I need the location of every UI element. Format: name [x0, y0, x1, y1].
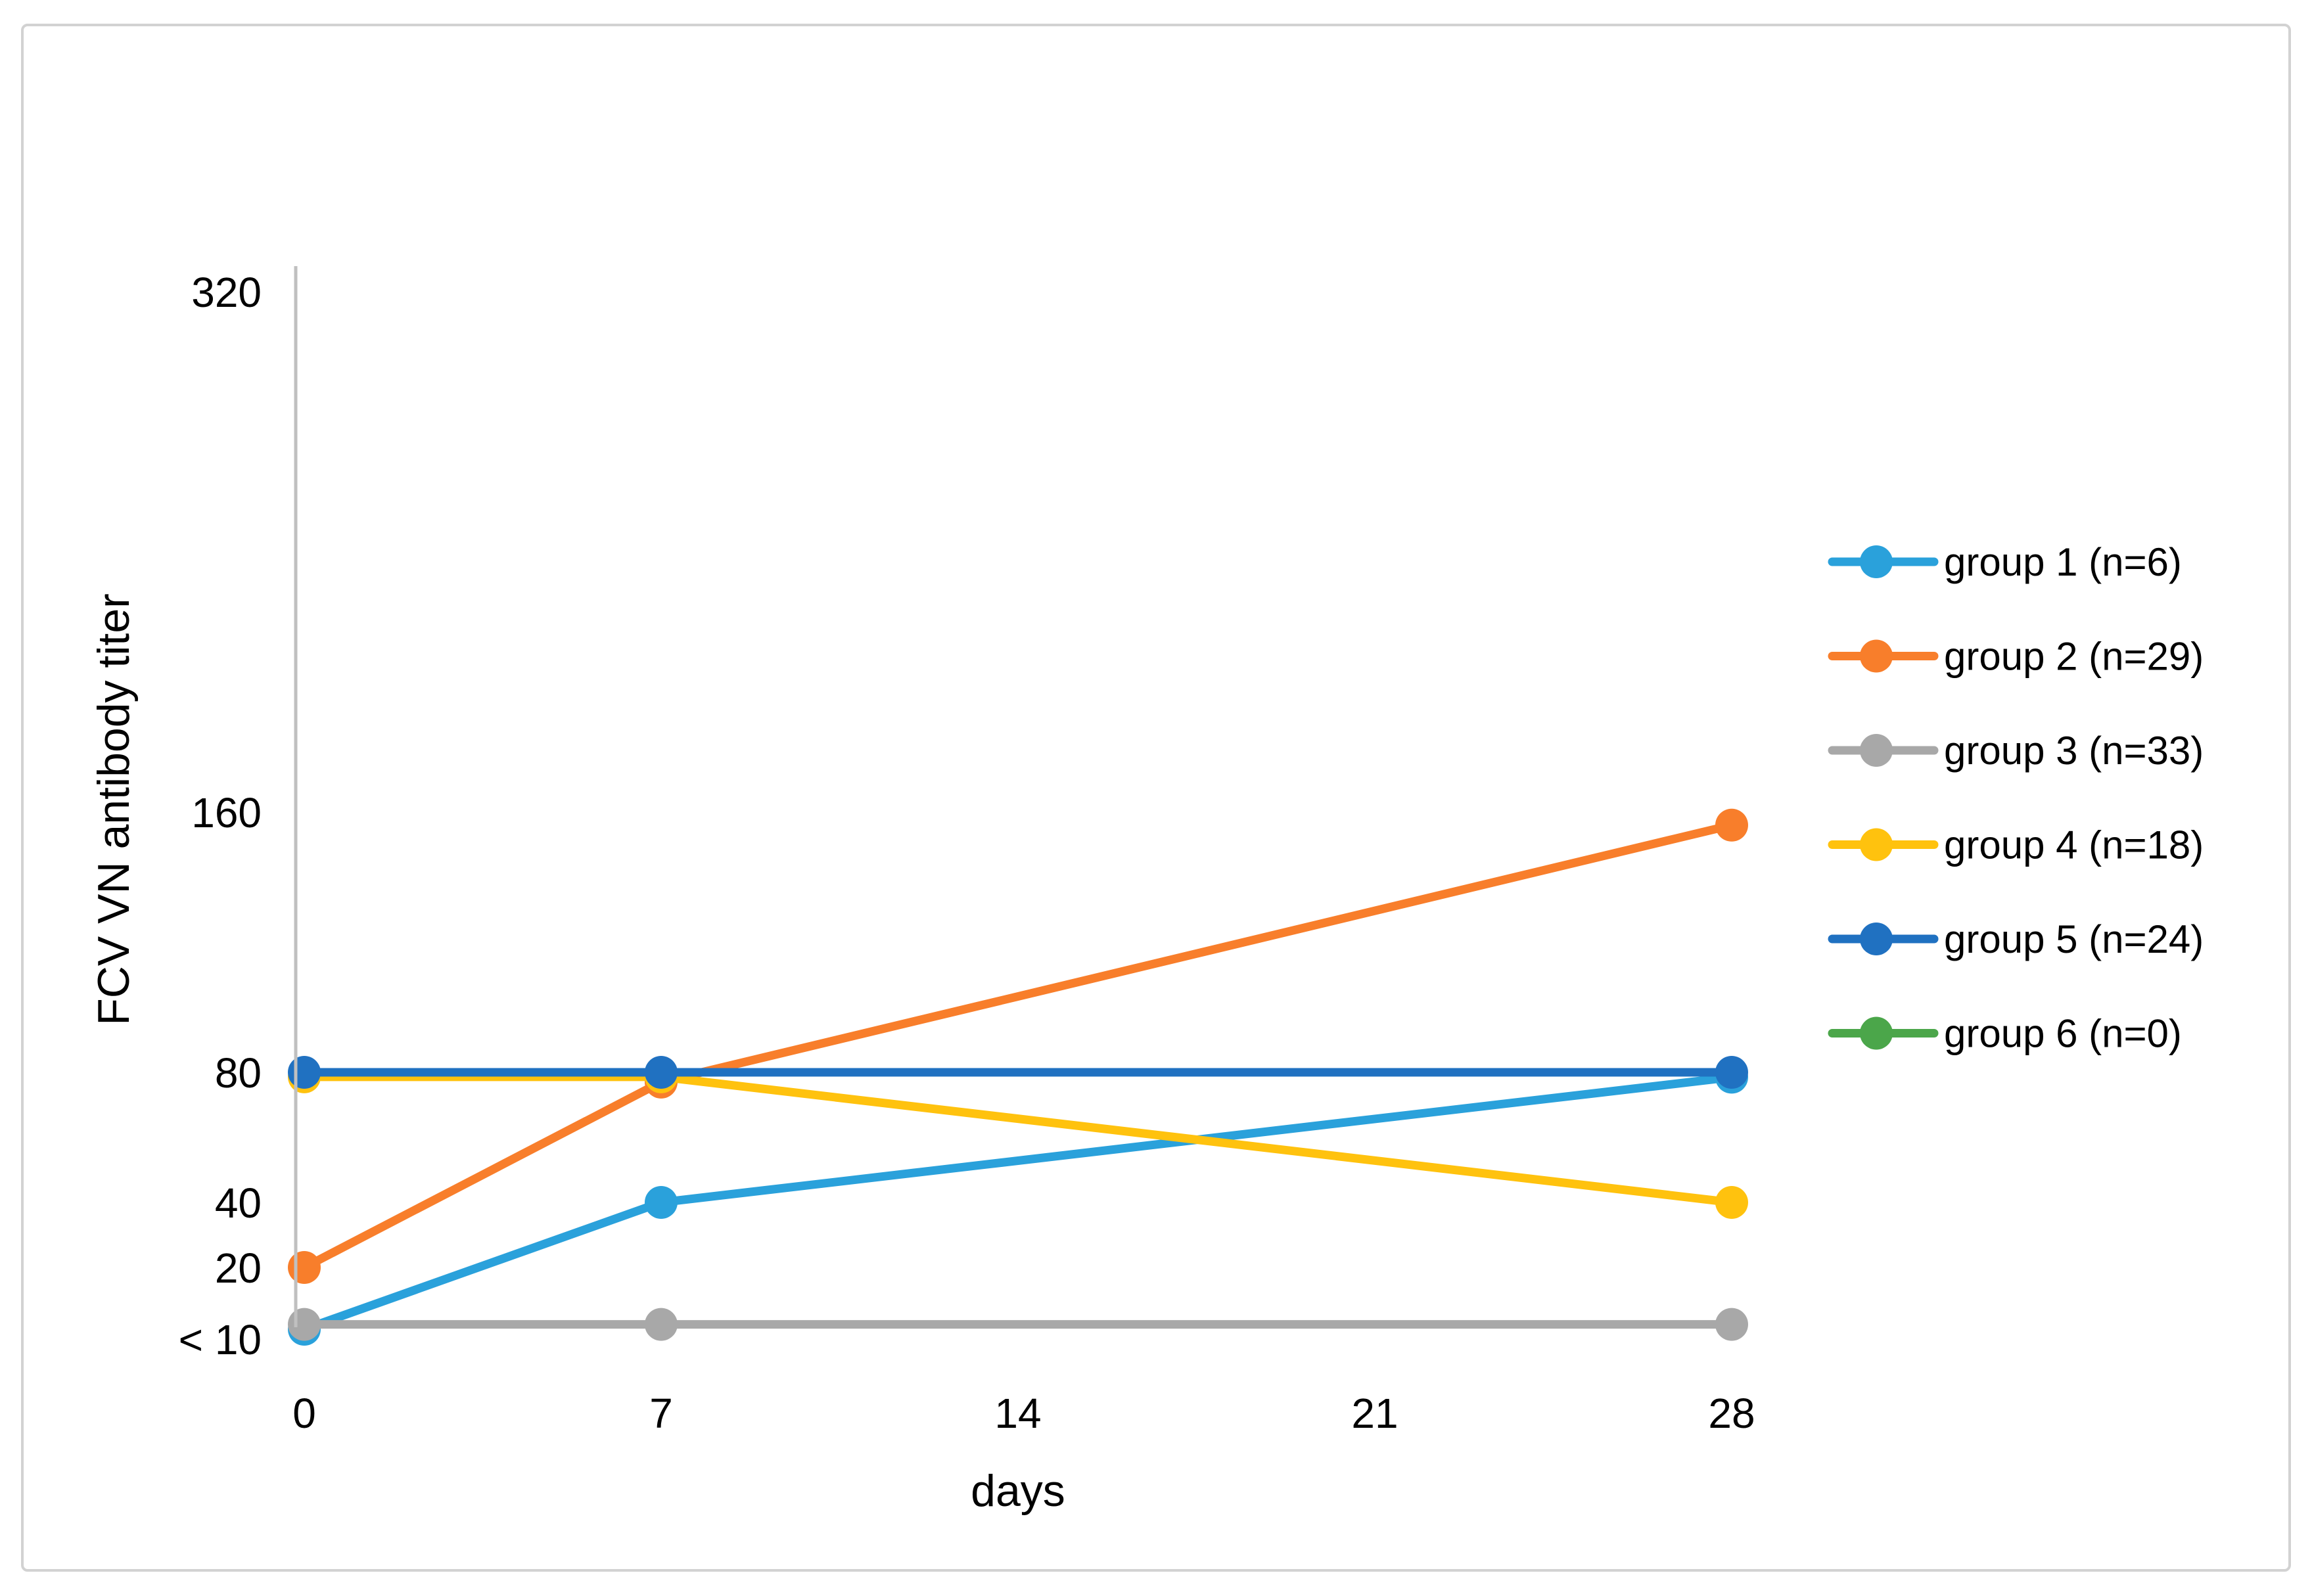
data-point-group-5-day-7	[644, 1056, 678, 1089]
legend-label: group 3 (n=33)	[1944, 729, 2204, 773]
data-point-group-5-day-28	[1715, 1056, 1748, 1089]
legend-swatch-marker	[1860, 923, 1893, 955]
legend-swatch-marker	[1860, 734, 1893, 767]
data-point-group-2-day-28	[1715, 808, 1748, 842]
legend-swatch-marker	[1860, 1016, 1893, 1050]
legend-label: group 5 (n=24)	[1944, 917, 2204, 961]
y-tick-label: 160	[191, 789, 262, 836]
x-tick-label: 21	[1351, 1390, 1398, 1437]
data-point-group-4-day-28	[1715, 1186, 1748, 1219]
data-point-group-1-day-7	[644, 1186, 678, 1219]
series-line-group-4	[300, 1072, 1736, 1207]
legend: group 1 (n=6) group 2 (n=29) group 3 (n=33…	[1828, 540, 2204, 1056]
x-tick-label: 28	[1708, 1390, 1755, 1437]
legend-label: group 2 (n=29)	[1944, 635, 2204, 679]
y-tick-label: 320	[191, 269, 262, 316]
data-point-group-5-day-0	[288, 1056, 321, 1089]
legend-swatch-marker	[1860, 828, 1893, 861]
legend-swatch-marker	[1860, 639, 1893, 673]
figure-border	[21, 24, 2291, 1572]
legend-item-group-6: group 6 (n=0)	[1828, 1012, 2182, 1056]
legend-label: group 4 (n=18)	[1944, 823, 2204, 867]
legend-item-group-1: group 1 (n=6)	[1828, 540, 2182, 584]
legend-item-group-4: group 4 (n=18)	[1828, 823, 2204, 867]
x-tick-label: 0	[292, 1390, 316, 1437]
data-point-group-3-day-0	[288, 1308, 321, 1341]
legend-swatch-marker	[1860, 545, 1893, 578]
x-tick-label: 7	[649, 1390, 673, 1437]
legend-item-group-5: group 5 (n=24)	[1828, 917, 2204, 961]
x-axis-title: days	[971, 1466, 1065, 1516]
legend-label: group 1 (n=6)	[1944, 540, 2182, 584]
legend-item-group-2: group 2 (n=29)	[1828, 635, 2204, 679]
data-point-group-3-day-28	[1715, 1308, 1748, 1341]
y-axis-title: FCV VN antibody titer	[89, 593, 139, 1026]
data-point-group-3-day-7	[644, 1308, 678, 1341]
y-tick-label: < 10	[179, 1316, 262, 1363]
plot-area: 320 160 80 40 20 < 10 0 7 14 21 28	[179, 266, 1755, 1437]
legend-label: group 6 (n=0)	[1944, 1012, 2182, 1056]
y-tick-label: 40	[215, 1179, 262, 1227]
data-point-group-2-day-0	[288, 1251, 321, 1284]
y-tick-label: 80	[215, 1049, 262, 1097]
series-line-group-2	[300, 821, 1736, 1272]
legend-item-group-3: group 3 (n=33)	[1828, 729, 2204, 773]
x-tick-label: 14	[994, 1390, 1041, 1437]
y-tick-label: 20	[215, 1244, 262, 1292]
